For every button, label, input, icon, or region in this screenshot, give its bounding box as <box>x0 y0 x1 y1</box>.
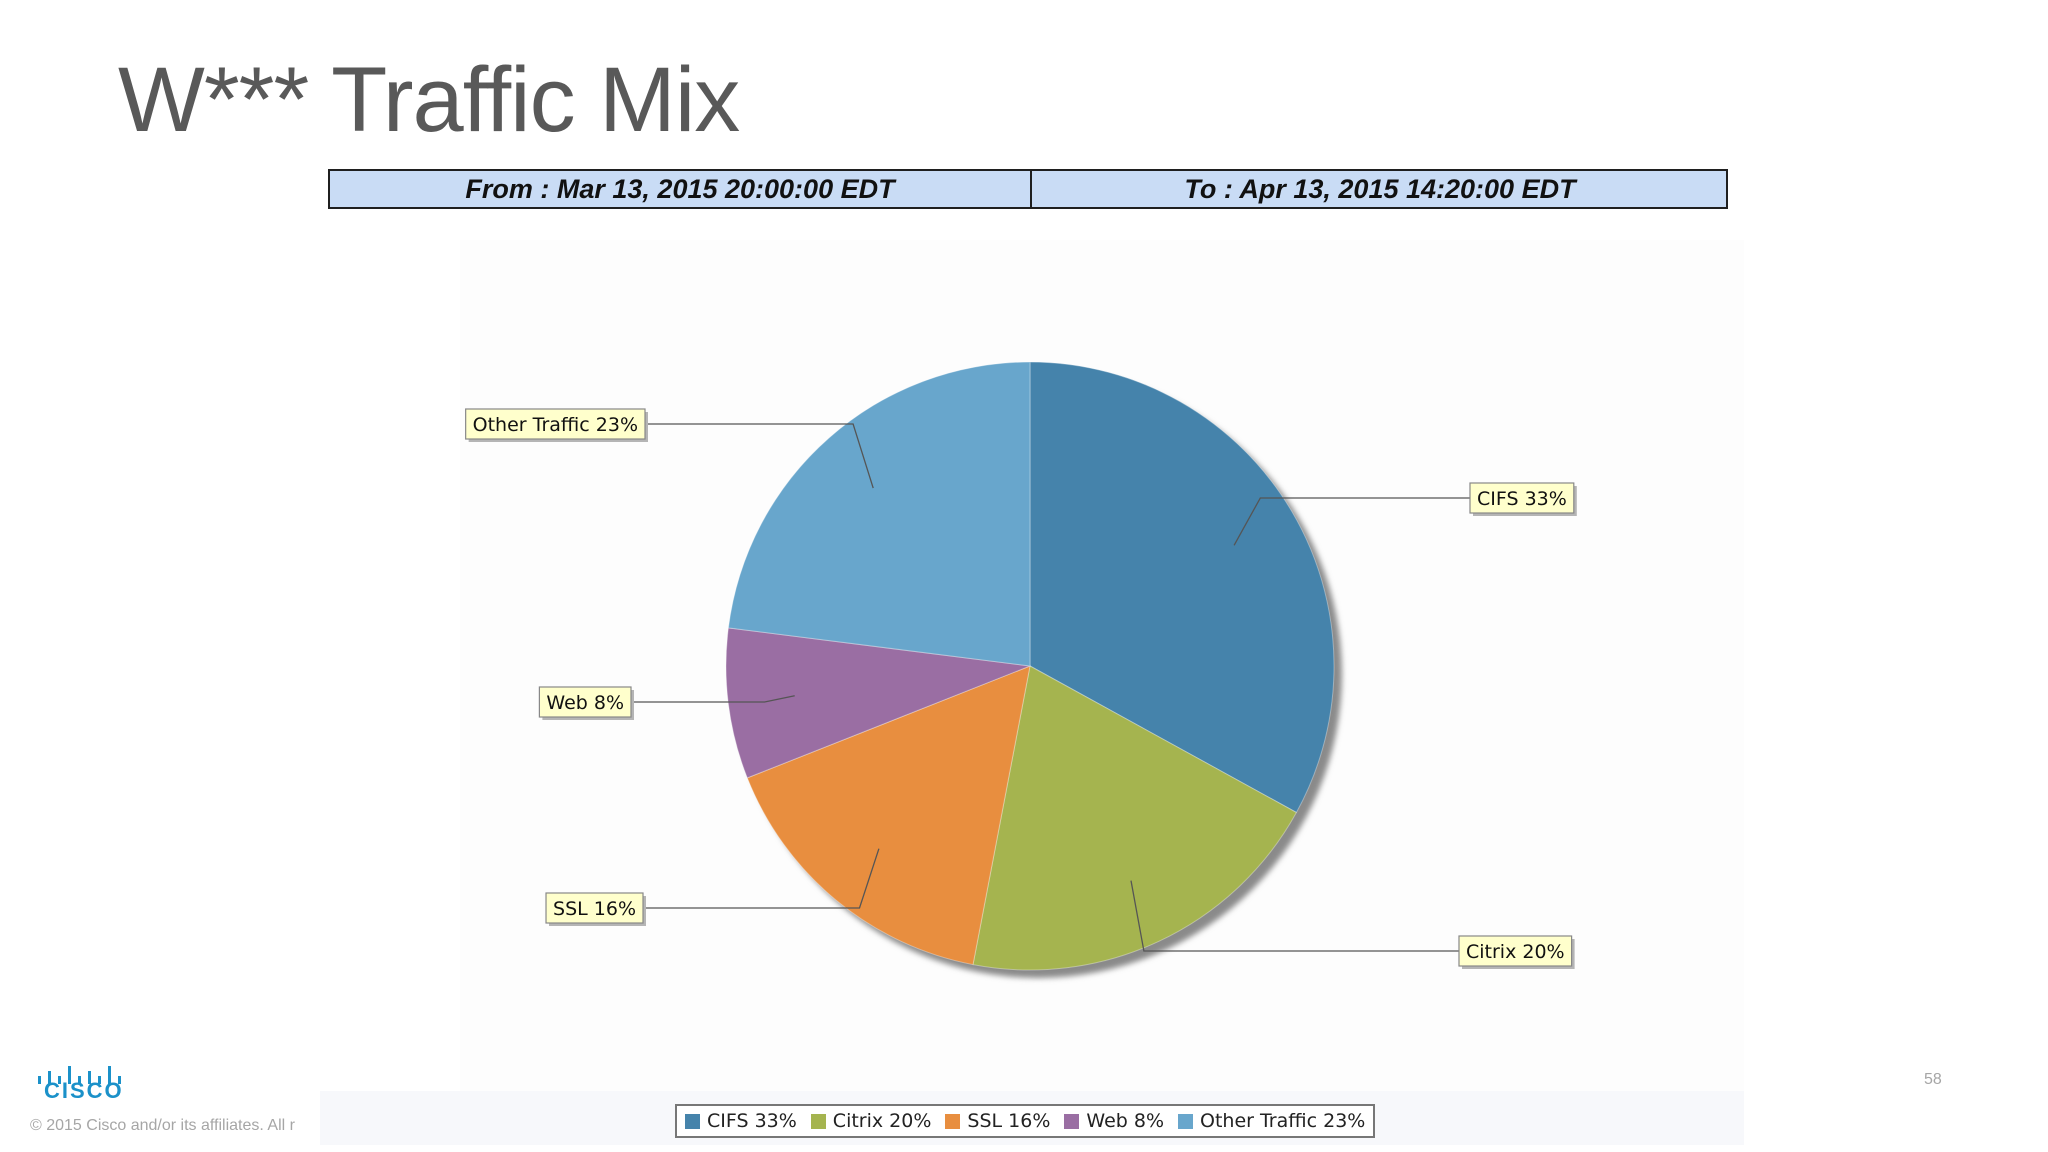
callout-label: CIFS 33% <box>1477 488 1567 510</box>
cisco-logo-text: CISCO <box>44 1078 124 1103</box>
chart-legend: CIFS 33% Citrix 20% SSL 16% Web 8% Other Tra… <box>675 1104 1376 1138</box>
pie-slice-citrix <box>972 665 1298 971</box>
callout-label: SSL 16% <box>553 898 636 920</box>
pie-slice-ssl <box>746 665 1031 966</box>
callout-label: Web 8% <box>546 692 624 714</box>
callout-line <box>631 695 795 703</box>
callout-line <box>1130 880 1459 952</box>
callout-box <box>545 892 644 924</box>
callout-box <box>1458 935 1573 967</box>
legend-swatch <box>685 1113 700 1129</box>
pie-slice-cifs <box>1029 361 1335 814</box>
legend-label: Citrix 20% <box>832 1110 932 1132</box>
slide-title: W*** Traffic Mix <box>118 49 740 151</box>
callout-line <box>643 848 880 909</box>
time-range-bar: From : Mar 13, 2015 20:00:00 EDT To : Ap… <box>328 169 1728 209</box>
legend-label: CIFS 33% <box>707 1110 797 1132</box>
copyright-text: © 2015 Cisco and/or its affiliates. All … <box>30 1117 295 1134</box>
range-from: From : Mar 13, 2015 20:00:00 EDT <box>330 171 1032 207</box>
callout-box <box>538 686 632 718</box>
callout-line <box>645 423 874 489</box>
callout-line <box>1233 497 1470 546</box>
callout-box <box>1469 482 1575 514</box>
legend-swatch <box>1064 1113 1080 1129</box>
legend-item: Web 8% <box>1064 1110 1164 1132</box>
legend-item: Other Traffic 23% <box>1178 1110 1365 1132</box>
pie-slice-other-traffic <box>727 361 1031 667</box>
pie-slice-web <box>725 627 1031 779</box>
legend-swatch <box>1178 1113 1193 1129</box>
page-number: 58 <box>1924 1071 1942 1088</box>
legend-swatch <box>945 1113 961 1129</box>
legend-label: Web 8% <box>1086 1110 1164 1132</box>
callout-label: Other Traffic 23% <box>473 414 638 436</box>
legend-item: Citrix 20% <box>810 1110 932 1132</box>
range-to: To : Apr 13, 2015 14:20:00 EDT <box>1184 173 1576 204</box>
legend-label: Other Traffic 23% <box>1200 1110 1366 1132</box>
legend-swatch <box>810 1113 826 1129</box>
legend-item: SSL 16% <box>945 1110 1050 1132</box>
cisco-logo-icon <box>38 1066 121 1084</box>
legend-item: CIFS 33% <box>685 1110 797 1132</box>
callout-box <box>465 408 646 440</box>
legend-label: SSL 16% <box>967 1110 1051 1132</box>
callout-label: Citrix 20% <box>1466 941 1565 963</box>
